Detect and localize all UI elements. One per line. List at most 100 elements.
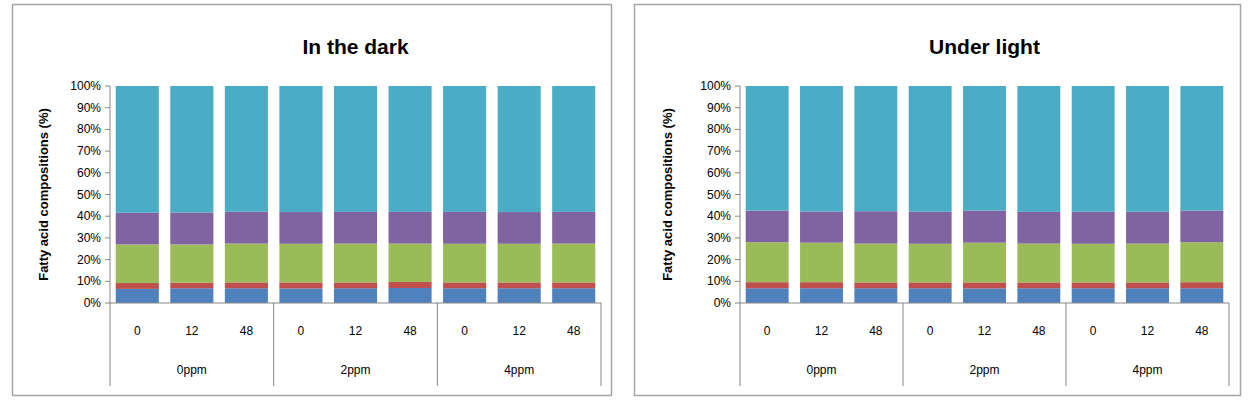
x-tick-label: 12 (512, 324, 526, 338)
bar-segment (854, 211, 897, 243)
panel-frame (13, 5, 612, 396)
x-axis-line (110, 303, 601, 304)
group-separator (1229, 303, 1230, 386)
x-tick-label: 48 (869, 324, 883, 338)
bar-segment (334, 244, 377, 283)
y-axis-label: Fatty acid compositions (%) (660, 108, 675, 281)
bar-segment (1072, 86, 1115, 212)
y-tick-label: 40% (707, 209, 731, 223)
bar-segment (963, 288, 1006, 303)
group-separator (903, 303, 904, 386)
x-tick-label: 12 (1141, 324, 1155, 338)
y-tick (735, 259, 740, 260)
bar-segment (552, 288, 595, 303)
bar-segment (389, 244, 432, 282)
y-tick (735, 107, 740, 108)
y-tick-label: 80% (707, 122, 731, 136)
chart-panel: Under light Fatty acid compositions (%) 0%… (635, 5, 1241, 396)
figure: In the dark Fatty acid compositions (%) 0%… (0, 0, 1252, 401)
group-label: 4ppm (1132, 363, 1162, 377)
bar-segment (116, 289, 159, 303)
x-tick-label: 48 (403, 324, 417, 338)
group-separator (1066, 303, 1067, 386)
bar-segment (389, 282, 432, 288)
y-tick (735, 129, 740, 130)
bar-segment (1072, 282, 1115, 288)
y-tick (735, 86, 740, 87)
group-label: 4ppm (504, 363, 534, 377)
bar-segment (1126, 282, 1169, 288)
x-tick-label: 12 (349, 324, 363, 338)
bar-segment (963, 211, 1006, 243)
bar-segment (552, 212, 595, 244)
bar-segment (225, 86, 268, 212)
bar-segment (746, 282, 789, 288)
bar-segment (1126, 288, 1169, 303)
y-tick (735, 281, 740, 282)
y-tick (735, 237, 740, 238)
bar-segment (909, 244, 952, 283)
y-tick (105, 86, 110, 87)
x-tick-label: 12 (185, 324, 199, 338)
y-tick-label: 90% (77, 101, 101, 115)
y-tick (105, 172, 110, 173)
group-label: 0ppm (177, 363, 207, 377)
x-tick-label: 0 (134, 324, 141, 338)
bar-segment (498, 282, 541, 288)
chart-title: Under light (929, 35, 1040, 58)
y-axis-label: Fatty acid compositions (%) (36, 108, 51, 281)
bar-segment (1180, 211, 1223, 243)
group-separator (740, 303, 741, 386)
x-tick-label: 12 (815, 324, 829, 338)
bar-segment (225, 212, 268, 244)
x-tick-label: 0 (1090, 324, 1097, 338)
bar-segment (116, 283, 159, 289)
bar-segment (1017, 212, 1060, 244)
group-separator (437, 303, 438, 386)
bar-segment (1072, 244, 1115, 283)
bar-segment (225, 282, 268, 288)
group-label: 2ppm (969, 363, 999, 377)
bar-segment (116, 213, 159, 245)
bar-segment (963, 282, 1006, 288)
bar-segment (1180, 86, 1223, 211)
y-tick-label: 50% (707, 188, 731, 202)
bar-segment (909, 86, 952, 212)
bar-segment (1180, 282, 1223, 288)
bar-segment (909, 212, 952, 244)
bar-segment (1017, 244, 1060, 283)
chart-title: In the dark (302, 35, 409, 58)
bar-segment (170, 283, 213, 289)
bar-segment (963, 243, 1006, 283)
y-tick (105, 151, 110, 152)
bars (746, 86, 1224, 303)
bars (116, 86, 596, 303)
bar-segment (279, 212, 322, 244)
bar-segment (909, 288, 952, 303)
bar-segment (334, 212, 377, 244)
bar-segment (854, 244, 897, 283)
y-tick-label: 0% (84, 296, 102, 310)
bar-segment (170, 86, 213, 213)
bar-segment (170, 213, 213, 245)
bar-segment (279, 282, 322, 288)
y-tick-label: 0% (714, 296, 732, 310)
y-tick-label: 30% (77, 231, 101, 245)
bar-segment (746, 288, 789, 303)
bar-segment (746, 211, 789, 243)
bar-segment (854, 288, 897, 303)
group-label: 2ppm (340, 363, 370, 377)
y-tick-label: 80% (77, 122, 101, 136)
y-tick-label: 10% (77, 274, 101, 288)
y-tick (735, 151, 740, 152)
bar-segment (800, 282, 843, 288)
x-tick-label: 48 (1195, 324, 1209, 338)
bar-segment (800, 243, 843, 282)
bar-segment (279, 244, 322, 283)
bar-segment (1126, 244, 1169, 283)
bar-segment (963, 86, 1006, 211)
bar-segment (552, 282, 595, 288)
bar-segment (334, 86, 377, 212)
bar-segment (170, 244, 213, 282)
bar-segment (225, 288, 268, 303)
